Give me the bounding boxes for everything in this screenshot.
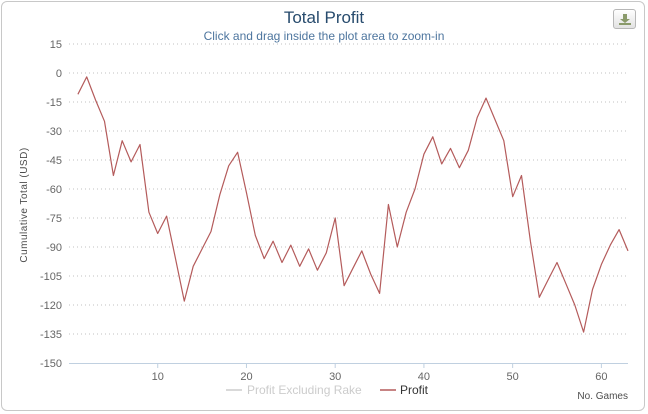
x-tick-label: 40 [418, 371, 430, 383]
y-axis-label: Cumulative Total (USD) [19, 147, 30, 262]
x-tick-label: 50 [507, 371, 519, 383]
export-button[interactable] [613, 9, 636, 29]
y-tick-label: 15 [50, 39, 62, 51]
x-tick-label: 60 [595, 371, 607, 383]
y-tick-label: -90 [46, 242, 62, 254]
y-tick-label: -45 [46, 155, 62, 167]
x-tick-label: 30 [329, 371, 341, 383]
legend-item-profit[interactable]: Profit [380, 383, 429, 397]
y-tick-label: -150 [40, 358, 62, 370]
y-tick-label: 0 [56, 68, 62, 80]
y-tick-label: -30 [46, 126, 62, 138]
y-axis-ticks: 15 0 -15 -30 -45 -60 -75 -90 -105 -120 -135 -150 [40, 39, 62, 370]
chart-title: Total Profit [283, 8, 365, 27]
legend-label-profit: Profit [400, 383, 429, 397]
x-tick-label: 10 [152, 371, 164, 383]
y-tick-label: -120 [40, 300, 62, 312]
series-layer [77, 76, 629, 333]
grid-lines [69, 43, 628, 335]
chart-subtitle: Click and drag inside the plot area to z… [203, 29, 445, 43]
x-axis-label: No. Games [577, 391, 628, 402]
series-line-profit[interactable] [77, 76, 629, 333]
legend-label-profit-excluding-rake: Profit Excluding Rake [247, 383, 362, 397]
x-tick-label: 20 [240, 371, 252, 383]
y-tick-label: -15 [46, 97, 62, 109]
legend-item-profit-excluding-rake[interactable]: Profit Excluding Rake [226, 383, 362, 397]
y-tick-label: -75 [46, 213, 62, 225]
y-tick-label: -135 [40, 329, 62, 341]
legend: Profit Excluding Rake Profit [226, 383, 429, 397]
y-tick-label: -105 [40, 271, 62, 283]
x-axis: 10 20 30 40 50 60 [69, 363, 628, 383]
download-icon [619, 14, 631, 25]
y-tick-label: -60 [46, 184, 62, 196]
